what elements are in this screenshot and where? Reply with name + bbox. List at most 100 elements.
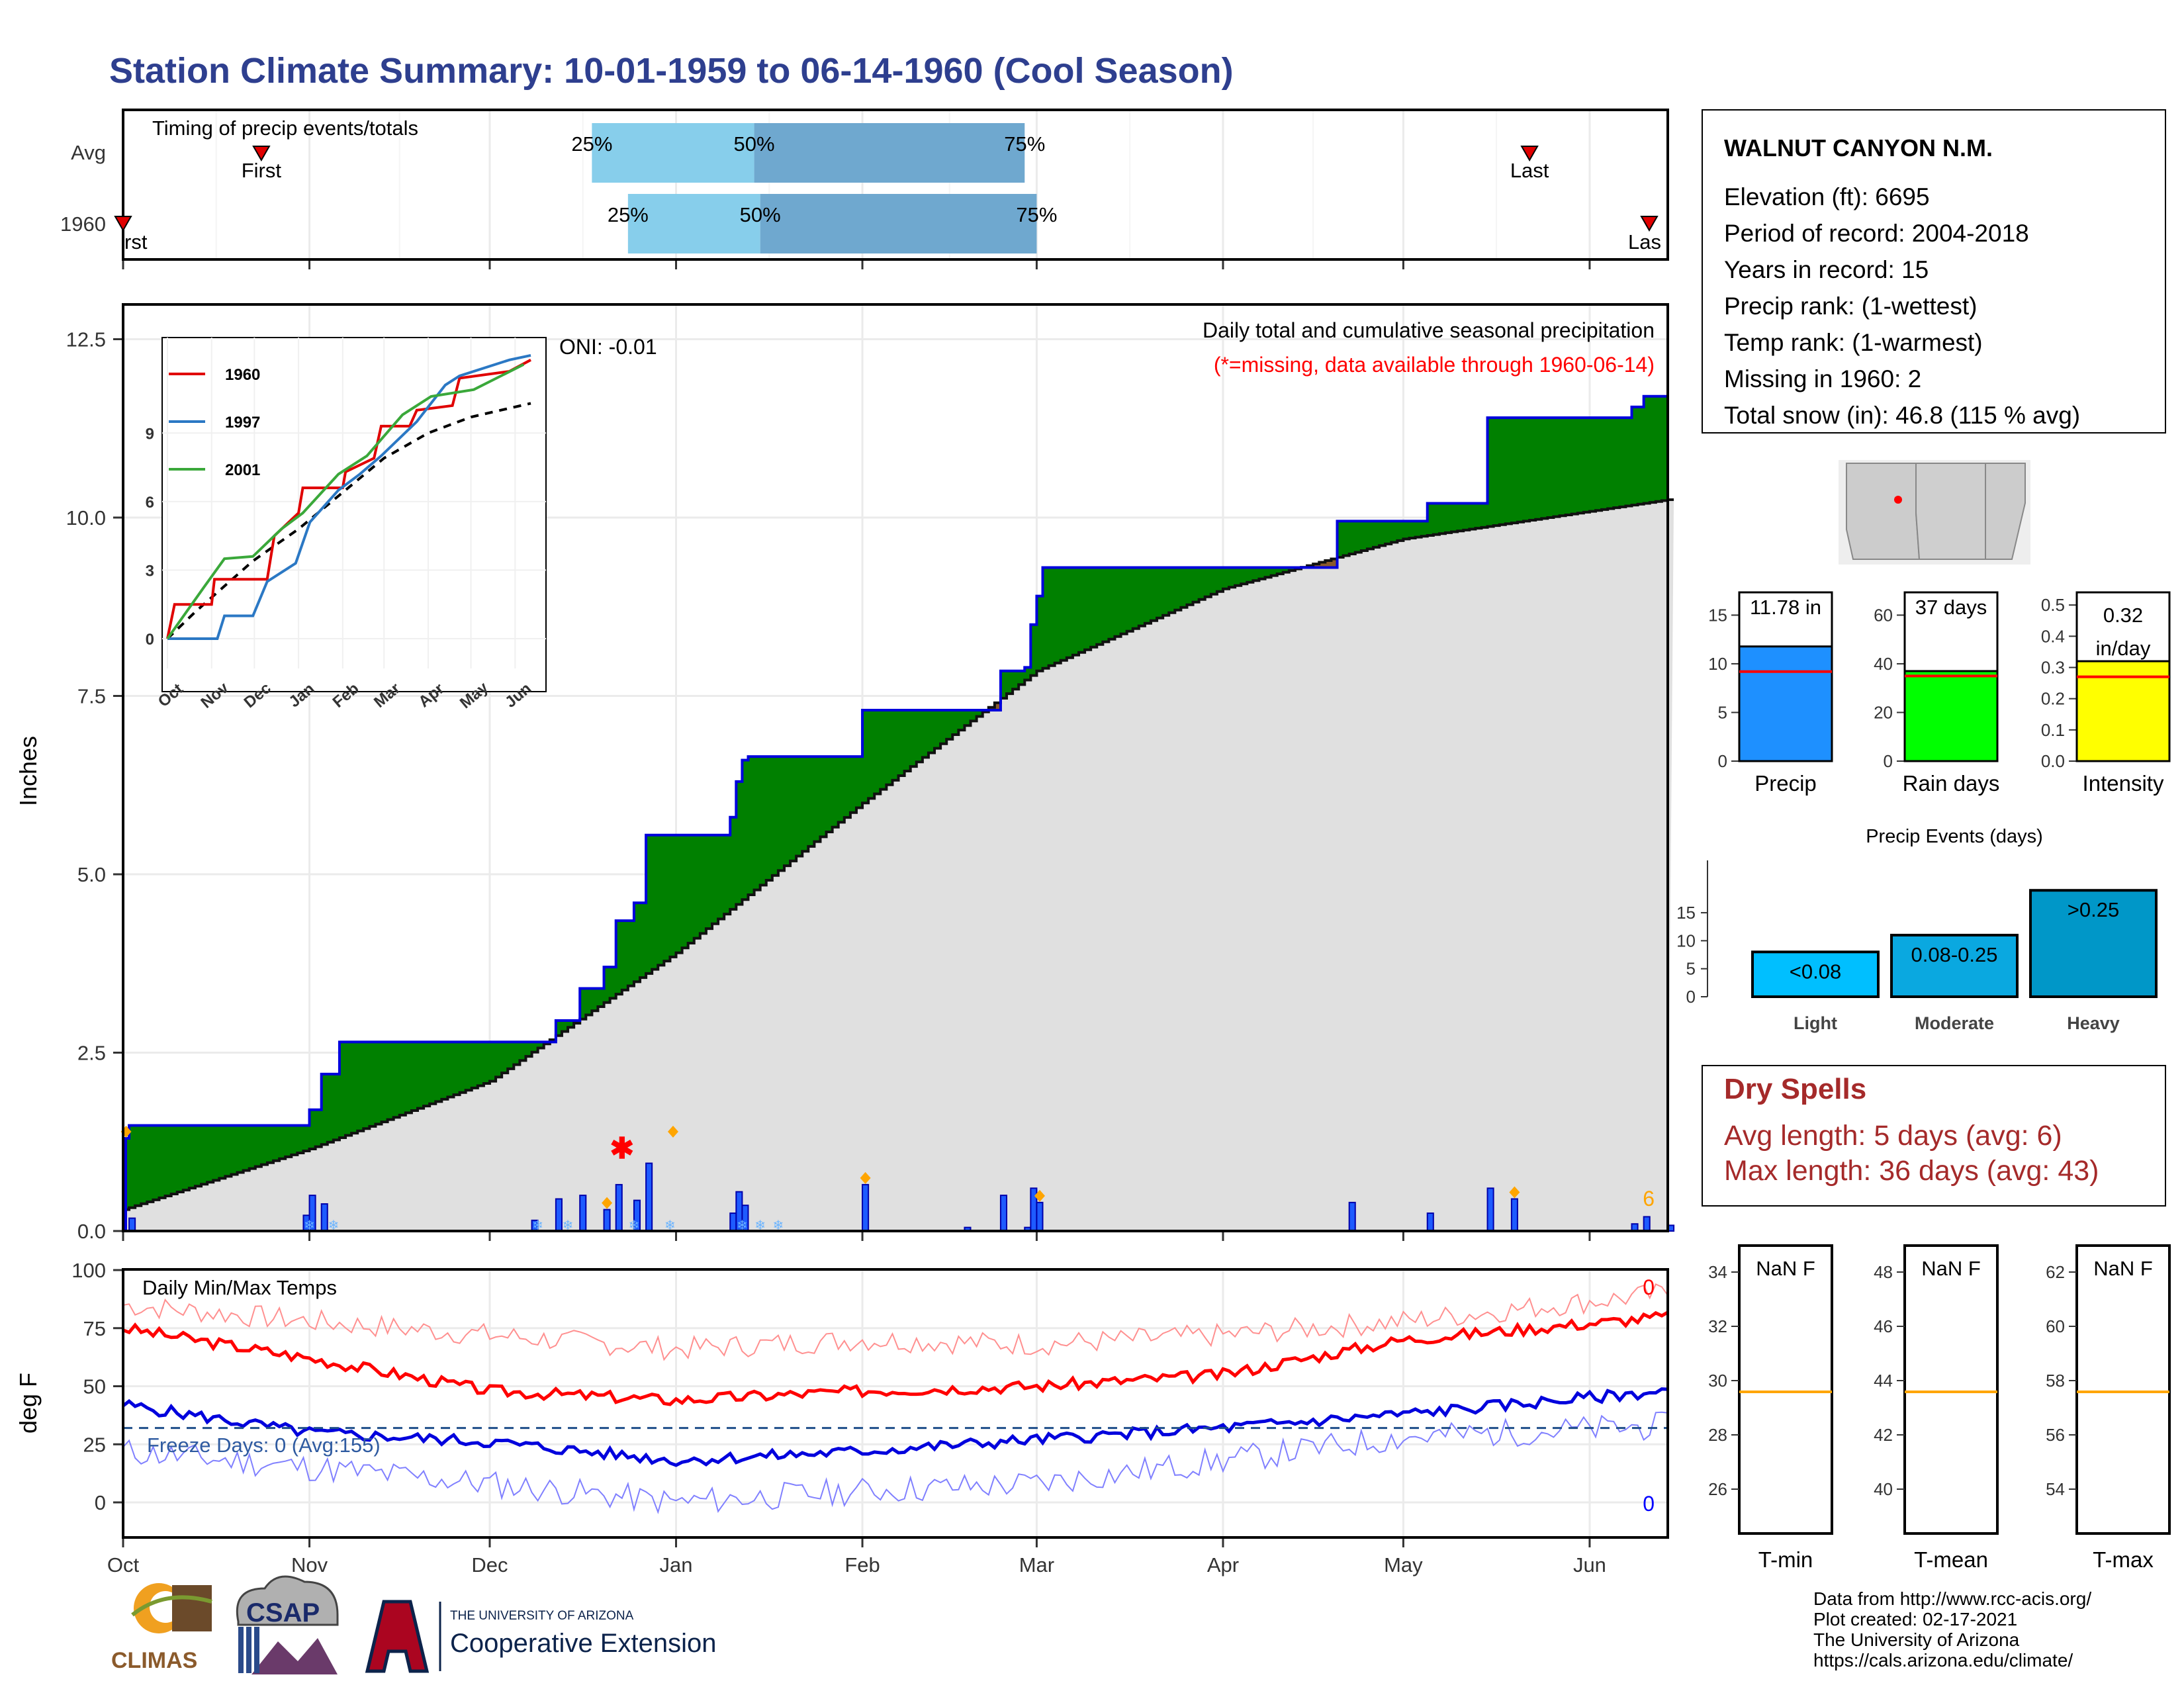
summary-bar-tick: 0.2 — [2041, 689, 2065, 709]
temp-summary-xlabel: T-mean — [1914, 1547, 1988, 1572]
month-label: Apr — [1207, 1553, 1239, 1577]
station-info-line: Precip rank: (1-wettest) — [1724, 293, 1977, 320]
timing-frame — [122, 109, 1669, 261]
summary-bar-precip — [1738, 645, 1833, 762]
daily-precip-bar — [1348, 1201, 1356, 1232]
summary-bar-tick: 20 — [1874, 702, 1893, 722]
dry-spells-box: Dry Spells Avg length: 5 days (avg: 6) M… — [1702, 1065, 2166, 1207]
precip-y-tick-label: 10.0 — [66, 506, 106, 529]
snow-marker — [1034, 1189, 1045, 1202]
temp-summary-tick: 62 — [2046, 1262, 2065, 1282]
timing-panel: 25% 50% 75% 25% 50% 75% Timing of precip even… — [60, 109, 1669, 269]
timing-bar-q2-1960 — [760, 194, 1037, 253]
temp-y-tick-label: 100 — [71, 1259, 106, 1282]
month-label: May — [1384, 1553, 1423, 1577]
location-map — [1839, 460, 2030, 565]
summary-bar-tick: 0.4 — [2041, 626, 2065, 646]
temp-summary-tick: 42 — [1874, 1425, 1893, 1445]
inset-legend-label: 1960 — [225, 366, 260, 384]
precip-panel: ✱ ❄ ❄ ❄ ❄ ❄ ❄ ❄ ❄ ❄ 0.0 2.5 5.0 7.5 10.0 12.5 Inches D… — [15, 303, 1675, 1243]
timing-bar-q1-1960 — [627, 194, 760, 253]
temp-y-tick-label: 0 — [95, 1491, 106, 1514]
summary-bar-tick: 0 — [1718, 751, 1727, 771]
inset-y-tick: 3 — [146, 562, 154, 580]
daily-precip-bar — [999, 1195, 1008, 1232]
temp-summary-tick: 40 — [1874, 1479, 1893, 1499]
temp-panel: 0 25 50 75 100 Daily Min/Max Temps Freeze Da… — [15, 1259, 1669, 1577]
precip-info-title: Daily total and cumulative seasonal prec… — [1203, 318, 1655, 342]
temp-summary-bars: NaN F T-min 26 28 30 32 34 NaN F T-mean 40 42 44 46 4… — [1708, 1244, 2171, 1572]
precip-info-missing: (*=missing, data available through 1960-… — [1214, 353, 1655, 377]
month-label: Jun — [1573, 1553, 1606, 1577]
temp-summary-frame — [1738, 1244, 1833, 1535]
month-label: Feb — [844, 1553, 880, 1577]
ua-logo: THE UNIVERSITY OF ARIZONA Cooperative Ex… — [365, 1600, 716, 1673]
timing-row-1960: 1960 — [60, 212, 106, 236]
snow-count: 6 — [1643, 1187, 1655, 1211]
events-bar-heavy — [2029, 889, 2158, 998]
summary-bar-value: 0.32 — [2103, 604, 2143, 627]
daily-precip-bar — [1643, 1216, 1651, 1232]
precip-events-chart: Precip Events (days) 0 5 10 15 <0.08 Light 0.08… — [1676, 826, 2158, 1033]
daily-precip-bar — [862, 1183, 870, 1232]
temp-summary-tick: 60 — [2046, 1316, 2065, 1336]
events-x-label: Moderate — [1915, 1013, 1994, 1033]
temp-summary-tick: 44 — [1874, 1371, 1893, 1391]
daily-precip-bar — [603, 1209, 611, 1232]
daily-precip-bar — [729, 1212, 737, 1232]
summary-bar-tick: 60 — [1874, 605, 1893, 625]
inset-legend-label: 1997 — [225, 414, 260, 432]
avg-cumulative-area — [123, 500, 1674, 1231]
temp-summary-tick: 48 — [1874, 1262, 1893, 1282]
dry-title: Dry Spells — [1724, 1073, 1866, 1105]
max-count: 0 — [1643, 1275, 1655, 1299]
inset-1960-line — [166, 359, 531, 639]
snow-marker — [667, 1125, 678, 1138]
station-name: WALNUT CANYON N.M. — [1724, 134, 1993, 161]
oni-label: ONI: -0.01 — [559, 335, 657, 359]
timing-bar-q1-avg — [592, 123, 754, 183]
csap-logo: CSAP — [236, 1575, 339, 1674]
station-info-line: Missing in 1960: 2 — [1724, 365, 1921, 392]
climas-logo: CLIMAS — [111, 1583, 212, 1673]
events-bar-label: <0.08 — [1790, 960, 1841, 983]
daily-precip-bar — [555, 1198, 563, 1232]
station-box: WALNUT CANYON N.M. Elevation (ft): 6695 P… — [1702, 109, 2166, 434]
summary-bar-value-unit: in/day — [2096, 637, 2151, 660]
first-label-1960: rst — [124, 230, 148, 253]
dry-avg: Avg length: 5 days (avg: 6) — [1724, 1120, 2062, 1152]
precip-y-label: Inches — [15, 736, 42, 806]
daily-precip-bar — [579, 1195, 587, 1232]
summary-bar-tick: 0.0 — [2041, 751, 2065, 771]
daily-min-line — [122, 1387, 1668, 1467]
last-label-avg: Last — [1510, 159, 1549, 182]
min-count: 0 — [1643, 1492, 1655, 1516]
summary-bar-xlabel: Rain days — [1903, 771, 2000, 796]
daily-precip-bar — [1426, 1212, 1434, 1232]
temp-y-tick-label: 75 — [83, 1317, 106, 1340]
snowflake-icon: ❄ — [328, 1218, 339, 1233]
footer-line: The University of Arizona — [1813, 1629, 2020, 1650]
inset-avg-line — [166, 402, 531, 640]
inset-y-tick: 0 — [146, 631, 154, 649]
snowflake-icon: ❄ — [563, 1218, 574, 1233]
summary-bar-tick: 40 — [1874, 654, 1893, 674]
snow-marker — [860, 1171, 871, 1184]
snowflake-icon: ❄ — [737, 1218, 748, 1233]
timing-pct-50-avg: 50% — [734, 132, 775, 156]
month-label: Dec — [471, 1553, 508, 1577]
first-marker-avg — [252, 146, 271, 162]
footer-line: https://cals.arizona.edu/climate/ — [1813, 1650, 2073, 1670]
daily-precip-bar — [128, 1217, 136, 1232]
summary-bar-xlabel: Intensity — [2083, 771, 2164, 796]
snowflake-icon: ❄ — [629, 1218, 640, 1233]
temp-frame — [122, 1268, 1669, 1539]
temp-summary-value: NaN F — [1921, 1257, 1981, 1280]
timing-pct-25-1960: 25% — [608, 203, 649, 226]
events-title: Precip Events (days) — [1866, 826, 2043, 847]
precip-frame — [122, 303, 1669, 1232]
dry-max: Max length: 36 days (avg: 43) — [1724, 1155, 2099, 1187]
first-marker-1960 — [114, 216, 132, 232]
